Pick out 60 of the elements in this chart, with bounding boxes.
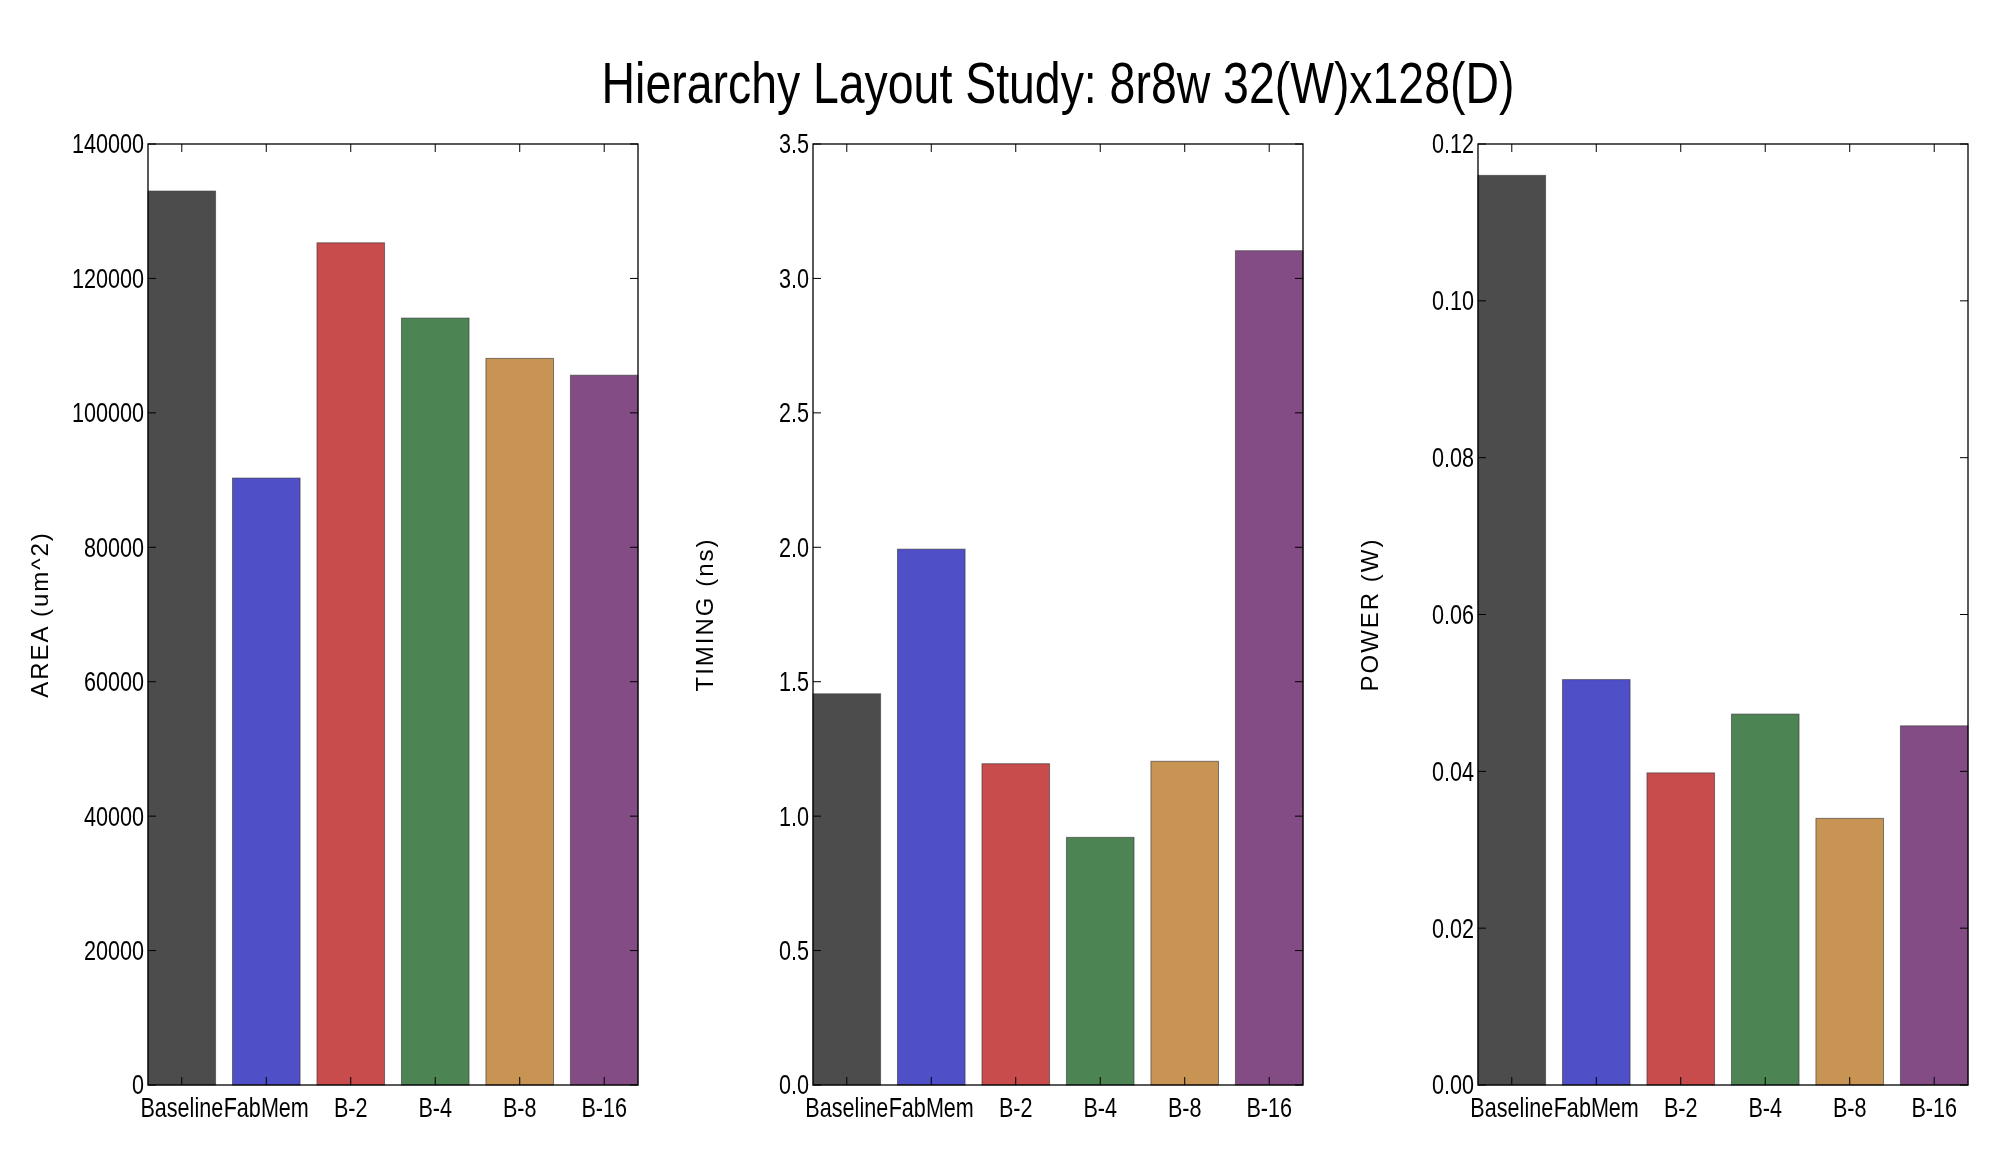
y-tick-label: 40000 — [83, 801, 144, 832]
y-tick-label: 0.06 — [1431, 599, 1474, 630]
x-tick-label: Baseline — [1470, 1092, 1554, 1123]
y-tick-label: 0.10 — [1431, 285, 1474, 316]
bar — [896, 548, 966, 1086]
y-tick-label: 0.08 — [1431, 442, 1474, 473]
y-axis-title: POWER (W) — [1356, 537, 1383, 692]
bar — [569, 374, 639, 1086]
x-tick-label: B-16 — [1911, 1092, 1958, 1123]
bar — [1646, 772, 1716, 1086]
bar — [1899, 725, 1969, 1086]
y-axis-title: AREA (um^2) — [26, 531, 53, 698]
x-tick-label: B-2 — [1663, 1092, 1698, 1123]
bar — [231, 477, 301, 1086]
x-tick-label: B-8 — [1832, 1092, 1867, 1123]
x-tick-label: Baseline — [805, 1092, 889, 1123]
x-tick-label: B-4 — [418, 1092, 453, 1123]
x-tick-label: B-2 — [333, 1092, 368, 1123]
bar — [1477, 174, 1547, 1086]
bar — [1150, 760, 1220, 1086]
y-tick-label: 0.02 — [1431, 913, 1474, 944]
x-tick-label: B-2 — [998, 1092, 1033, 1123]
bar — [1561, 679, 1631, 1086]
y-tick-label: 2.0 — [778, 532, 809, 563]
bar — [1065, 836, 1135, 1086]
y-tick-label: 0.12 — [1431, 129, 1474, 159]
x-tick-label: B-16 — [581, 1092, 628, 1123]
y-tick-label: 0.04 — [1431, 756, 1474, 787]
x-tick-label: B-4 — [1083, 1092, 1118, 1123]
y-tick-label: 20000 — [83, 935, 144, 966]
x-tick-label: B-8 — [502, 1092, 537, 1123]
x-tick-label: Baseline — [140, 1092, 224, 1123]
bar — [485, 357, 555, 1086]
y-tick-label: 120000 — [71, 263, 144, 294]
bar — [316, 242, 386, 1086]
y-tick-label: 0.5 — [778, 935, 809, 966]
y-tick-label: 3.5 — [778, 129, 809, 159]
bar — [147, 190, 217, 1086]
chart-title: Hierarchy Layout Study: 8r8w 32(W)x128(D) — [601, 49, 1515, 116]
y-axis-title: TIMING (ns) — [691, 537, 718, 692]
x-tick-label: FabMem — [223, 1092, 309, 1123]
y-tick-label: 1.0 — [778, 801, 809, 832]
y-tick-label: 140000 — [71, 129, 144, 159]
bar — [812, 693, 882, 1086]
x-tick-label: B-4 — [1748, 1092, 1783, 1123]
x-tick-label: B-8 — [1167, 1092, 1202, 1123]
x-tick-label: FabMem — [888, 1092, 974, 1123]
bar — [1234, 250, 1304, 1086]
y-tick-label: 3.0 — [778, 263, 809, 294]
y-tick-label: 80000 — [83, 532, 144, 563]
y-tick-label: 60000 — [83, 666, 144, 697]
bar — [1730, 713, 1800, 1086]
bar — [400, 317, 470, 1086]
x-tick-label: B-16 — [1246, 1092, 1293, 1123]
y-tick-label: 100000 — [71, 398, 144, 428]
x-tick-label: FabMem — [1553, 1092, 1639, 1123]
y-tick-label: 1.5 — [778, 666, 809, 697]
bar — [981, 763, 1051, 1086]
y-tick-label: 2.5 — [778, 398, 809, 428]
bar — [1815, 817, 1885, 1086]
